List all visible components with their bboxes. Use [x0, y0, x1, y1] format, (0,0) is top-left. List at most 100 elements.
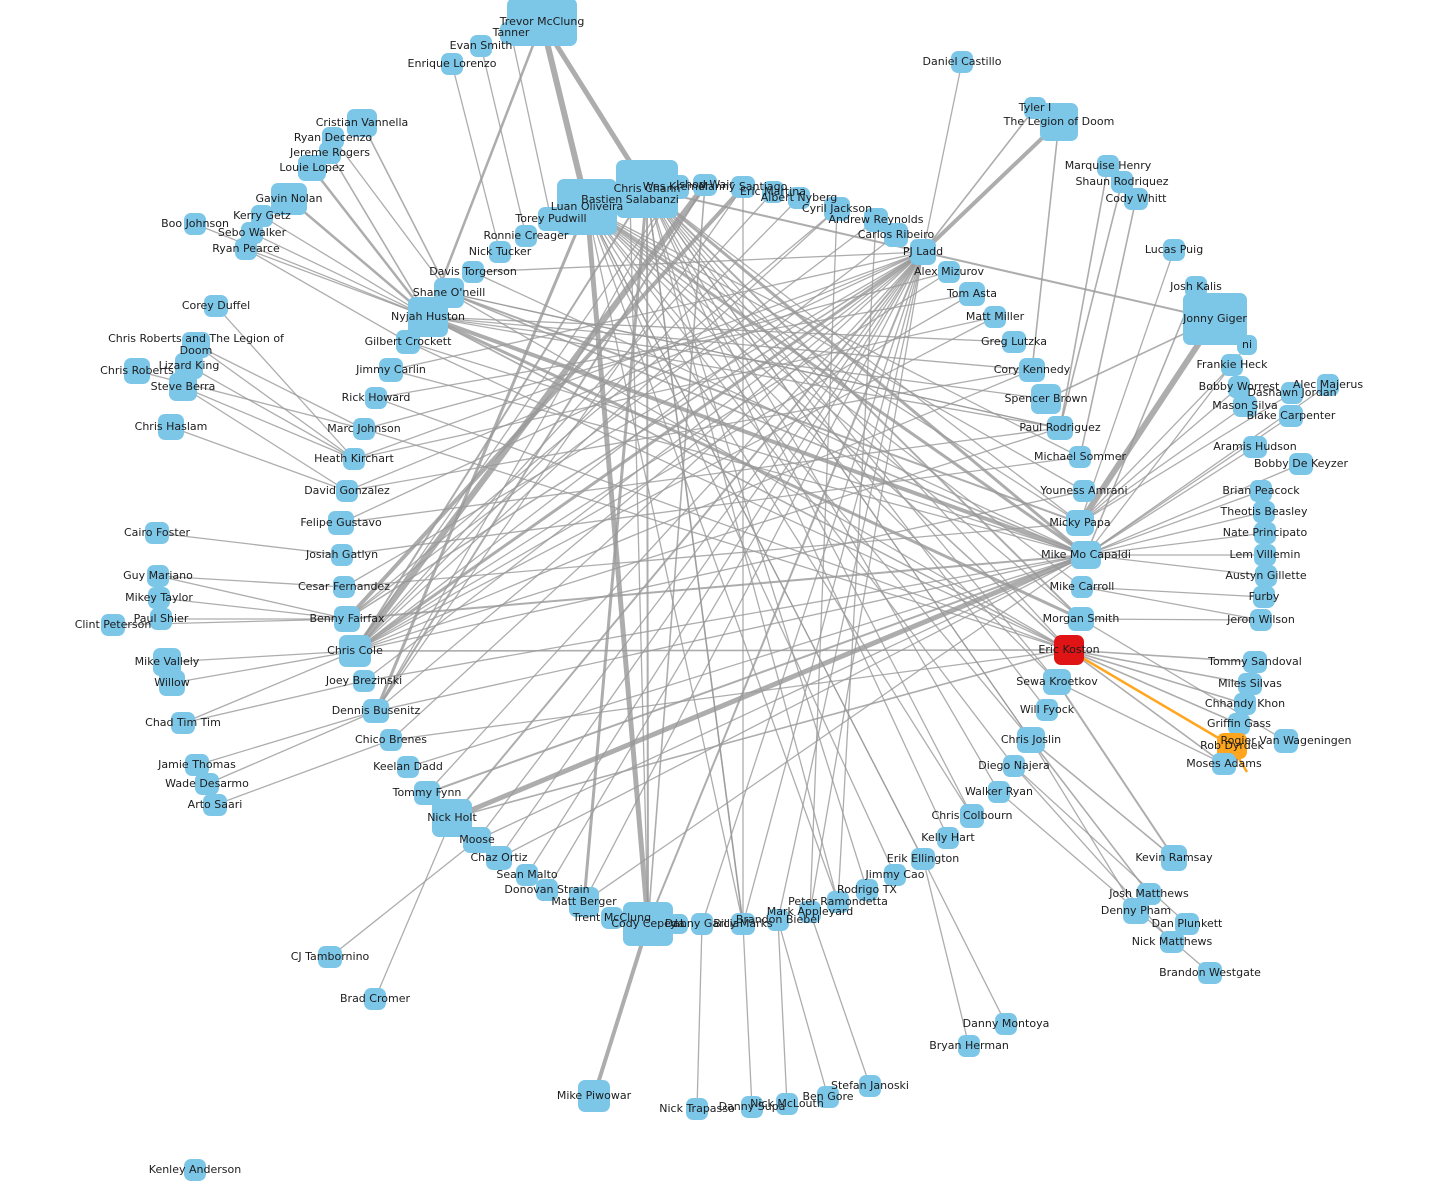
node-cristian-vannella[interactable] — [347, 109, 377, 137]
node-david-gonzalez[interactable] — [336, 480, 358, 502]
node-nick-mclouth[interactable] — [776, 1093, 798, 1115]
node-bryan-herman[interactable] — [958, 1035, 980, 1057]
node-marc-johnson[interactable] — [353, 418, 375, 440]
node-cory-kennedy[interactable] — [1019, 358, 1045, 382]
node-trent-mcclung[interactable] — [601, 907, 623, 929]
node-chaz-ortiz[interactable] — [486, 846, 512, 870]
node-dennis-busenitz[interactable] — [363, 699, 389, 723]
node-kelly-hart[interactable] — [937, 827, 959, 849]
node-stefan-janoski[interactable] — [859, 1075, 881, 1097]
node-mike-piwowar[interactable] — [578, 1080, 610, 1112]
node-wade-desarmo[interactable] — [195, 773, 219, 795]
node-sewa-kroetkov[interactable] — [1043, 669, 1071, 695]
node-chico-brenes[interactable] — [380, 729, 402, 751]
node-jonny-giger[interactable] — [1183, 293, 1247, 345]
node-billy-marks[interactable] — [731, 913, 755, 935]
node-alex-mizurov[interactable] — [938, 261, 960, 283]
node-austyn-gillette[interactable] — [1255, 565, 1277, 587]
node-shane-o-neill[interactable] — [434, 278, 464, 308]
node-aramis-hudson[interactable] — [1243, 436, 1267, 458]
node-bobby-worrest[interactable] — [1228, 376, 1250, 398]
node-jamie-thomas[interactable] — [185, 754, 209, 776]
node-theotis-beasley[interactable] — [1253, 501, 1275, 523]
node-chris-colbourn[interactable] — [960, 804, 984, 828]
node-daniel-castillo[interactable] — [951, 51, 973, 73]
node-willow[interactable] — [159, 670, 185, 696]
node-chris-chann[interactable] — [616, 160, 678, 218]
node-nick-trapasso[interactable] — [686, 1098, 708, 1120]
node-tommy-fynn[interactable] — [414, 781, 440, 805]
node-louie-lopez[interactable] — [298, 155, 326, 181]
node-moses-adams[interactable] — [1212, 753, 1236, 775]
node-sean-malto[interactable] — [516, 864, 538, 886]
node-cyril-jackson[interactable] — [824, 197, 850, 221]
node-mike-vallely[interactable] — [153, 648, 181, 676]
node-shaun-rodriquez[interactable] — [1111, 171, 1133, 193]
node-rob-dyrdek[interactable] — [1217, 733, 1247, 759]
node-albert-nyberg[interactable] — [788, 187, 810, 209]
node-ryan-pearce[interactable] — [235, 238, 257, 260]
node-cairo-foster[interactable] — [145, 522, 169, 544]
node-eric-martina[interactable] — [762, 181, 784, 203]
node-lem-villemin[interactable] — [1254, 544, 1276, 566]
node-tommy-sandoval[interactable] — [1243, 651, 1267, 673]
node-keelan-dadd[interactable] — [397, 756, 419, 778]
node-carlos-ribeiro[interactable] — [884, 223, 908, 247]
node-chris-roberts[interactable] — [124, 358, 150, 384]
node-nick-matthews[interactable] — [1160, 931, 1184, 953]
node-peter-ramondetta[interactable] — [827, 891, 849, 913]
node-lizard-king[interactable] — [175, 353, 203, 379]
node-danny-montoya[interactable] — [995, 1013, 1017, 1035]
node-miles-silvas[interactable] — [1238, 673, 1262, 695]
node-clint-peterson[interactable] — [101, 614, 125, 636]
node-jeron-wilson[interactable] — [1250, 609, 1272, 631]
node-eric-koston[interactable] — [1054, 635, 1084, 665]
node-the-legion-of-doom[interactable] — [1040, 103, 1078, 141]
node-enrique-lorenzo[interactable] — [441, 53, 463, 75]
node-walker-ryan[interactable] — [988, 781, 1010, 803]
node-denny-pham[interactable] — [1123, 898, 1149, 924]
node-chad-tim-tim[interactable] — [171, 712, 195, 734]
node-kerry-getz[interactable] — [251, 205, 273, 227]
node-kenley-anderson[interactable] — [184, 1159, 206, 1181]
node-morgan-smith[interactable] — [1068, 607, 1094, 631]
node-paul-shier[interactable] — [150, 608, 172, 630]
node-danny-garcia[interactable] — [691, 913, 713, 935]
node-josiah-gatlyn[interactable] — [331, 544, 353, 566]
node-mike-carroll[interactable] — [1071, 576, 1093, 598]
node-benny-fairfax[interactable] — [334, 606, 360, 632]
node-bobby-de-keyzer[interactable] — [1289, 453, 1313, 475]
node-blake-carpenter[interactable] — [1279, 405, 1303, 427]
node-evan-smith[interactable] — [470, 35, 492, 57]
node-cj-tambornino[interactable] — [318, 946, 342, 968]
node-erik-ellington[interactable] — [911, 848, 935, 870]
node-dan-plunkett[interactable] — [1175, 913, 1199, 935]
node-chris-haslam[interactable] — [158, 414, 184, 440]
node-chris-joslin[interactable] — [1017, 727, 1045, 753]
node-donovan-strain[interactable] — [536, 879, 558, 901]
node-ronnie-creager[interactable] — [515, 225, 537, 247]
node-ben-gore[interactable] — [817, 1086, 839, 1108]
node-jimmy-cao[interactable] — [884, 864, 906, 886]
node-pj-ladd[interactable] — [910, 239, 936, 265]
node-furby[interactable] — [1253, 586, 1275, 608]
node-brian-peacock[interactable] — [1250, 480, 1272, 502]
node-marquise-henry[interactable] — [1097, 155, 1119, 177]
node-nick-tucker[interactable] — [489, 241, 511, 263]
node-micky-papa[interactable] — [1066, 510, 1094, 536]
node-chris-roberts-and-the-legion-of-doom[interactable] — [182, 332, 210, 358]
node-brandon-biebel[interactable] — [767, 909, 789, 931]
node-mason-silva[interactable] — [1233, 395, 1257, 417]
node-tom-asta[interactable] — [959, 282, 985, 306]
node-luan-oliveira[interactable] — [557, 179, 617, 235]
node-paul-rodriguez[interactable] — [1047, 416, 1073, 440]
node-torey-pudwill[interactable] — [538, 207, 564, 231]
node-rogier-van-wageningen[interactable] — [1274, 729, 1298, 753]
node-ishod-wair[interactable] — [693, 174, 717, 196]
node-frankie-heck[interactable] — [1221, 354, 1243, 376]
node-gavin-nolan[interactable] — [271, 183, 307, 215]
node-brandon-westgate[interactable] — [1198, 962, 1222, 984]
node-mikey-taylor[interactable] — [148, 587, 170, 609]
node-joey-brezinski[interactable] — [353, 670, 375, 692]
node-cesar-fernandez[interactable] — [333, 576, 355, 598]
